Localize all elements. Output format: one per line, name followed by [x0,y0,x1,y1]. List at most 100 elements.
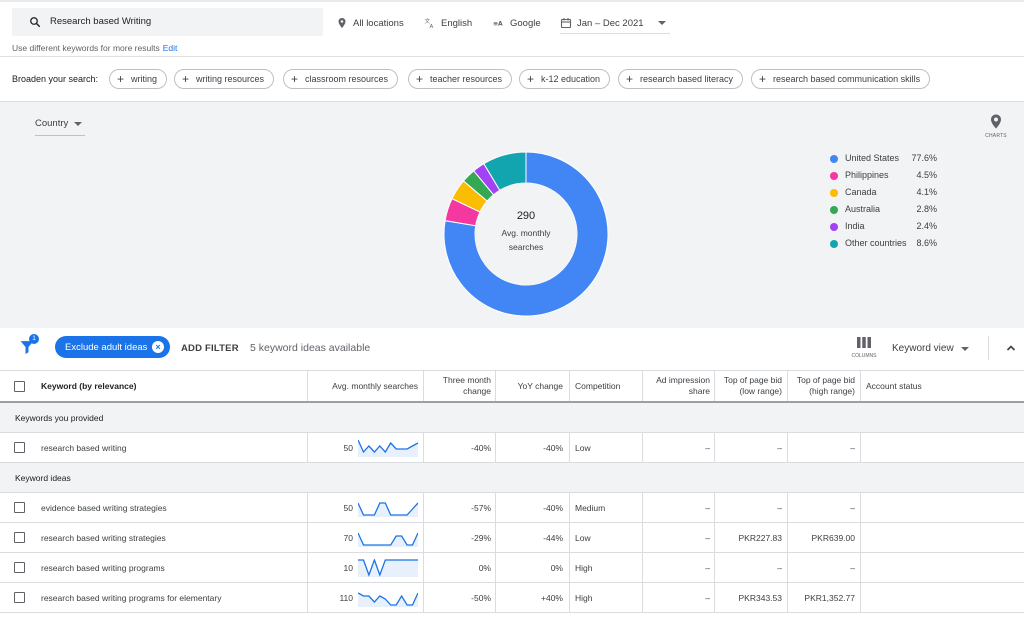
col-line: Ad impression [656,375,710,385]
table-header: Keyword (by relevance) Avg. monthly sear… [0,370,1024,403]
bid-low-cell: – [777,442,782,453]
col-account-status[interactable]: Account status [866,380,922,391]
broaden-chip[interactable]: + k-12 education [519,69,611,89]
avg-searches-cell: 50 [343,502,353,513]
legend-item[interactable]: Other countries 8.6% [830,238,950,255]
filter-icon[interactable] [20,339,34,355]
search-input[interactable]: Research based Writing [12,8,323,36]
broaden-chip[interactable]: + research based communication skills [751,69,931,89]
legend-dot [830,189,838,197]
divider [307,523,308,552]
divider [714,371,715,401]
legend-label: Canada [845,187,877,197]
filter-count-badge: 1 [29,334,39,344]
date-range-selector[interactable]: Jan – Dec 2021 [560,12,670,34]
divider [787,523,788,552]
legend-item[interactable]: Australia 2.8% [830,204,950,221]
divider [787,553,788,582]
broaden-chip[interactable]: + writing resources [174,69,275,89]
close-icon[interactable]: × [152,341,164,353]
country-donut-chart [443,151,609,317]
avg-searches-cell: 50 [343,442,353,453]
chart-breakdown-selector[interactable]: Country [35,118,85,136]
donut-hole [475,183,577,285]
charts-button[interactable]: CHARTS [982,114,1010,144]
col-line: Top of page bid [796,375,855,385]
divider [642,371,643,401]
trend-sparkline [358,502,418,517]
col-line: (high range) [809,386,855,396]
chevron-up-icon[interactable] [1006,343,1016,353]
legend-item[interactable]: Philippines 4.5% [830,170,950,187]
ad-share-cell: – [705,532,710,543]
table-row[interactable]: research based writing strategies 70 -29% -… [0,523,1024,553]
table-row[interactable]: research based writing 50 -40% -40% Low – – – [0,433,1024,463]
location-selector[interactable]: All locations [336,16,404,30]
yoy-cell: -40% [543,442,563,453]
exclude-adult-ideas-chip[interactable]: Exclude adult ideas × [55,336,170,358]
col-ad-impression-share[interactable]: Ad impression share [645,371,710,401]
table-row[interactable]: evidence based writing strategies 50 -57% -… [0,493,1024,523]
donut-center-value: 290 [516,210,536,222]
row-checkbox[interactable] [14,502,25,513]
divider [787,493,788,522]
chip-label: research based literacy [640,74,734,84]
row-checkbox[interactable] [14,562,25,573]
col-keyword[interactable]: Keyword (by relevance) [41,380,137,391]
legend-label: India [845,221,865,231]
plus-icon: + [416,72,424,86]
row-checkbox[interactable] [14,592,25,603]
keyword-cell: research based writing programs for elem… [41,592,222,603]
divider [495,433,496,462]
col-avg-monthly-searches[interactable]: Avg. monthly searches [332,380,418,391]
row-checkbox[interactable] [14,532,25,543]
col-bid-low[interactable]: Top of page bid (low range) [717,371,782,401]
three-month-cell: -40% [471,442,491,453]
broaden-chip[interactable]: + writing [109,69,168,89]
avg-searches-cell: 110 [339,592,353,603]
sparkline-line [358,559,418,577]
yoy-cell: -40% [543,502,563,513]
donut-center-label: Avg. monthly searches [501,228,551,252]
divider [423,523,424,552]
divider [787,583,788,612]
competition-cell: High [575,562,593,573]
broaden-chip[interactable]: + research based literacy [618,69,744,89]
divider [569,553,570,582]
divider [495,583,496,612]
legend-value: 2.8% [916,204,937,214]
svg-text:A: A [430,24,434,29]
divider [423,583,424,612]
divider [642,583,643,612]
table-row[interactable]: research based writing programs for elem… [0,583,1024,613]
col-competition[interactable]: Competition [575,380,621,391]
divider [569,371,570,401]
competition-cell: High [575,592,593,603]
ad-share-cell: – [705,502,710,513]
add-filter-button[interactable]: ADD FILTER [181,343,239,354]
table-row[interactable]: research based writing programs 10 0% 0% Hig… [0,553,1024,583]
row-checkbox[interactable] [14,442,25,453]
columns-icon [857,337,871,348]
broaden-chip[interactable]: + classroom resources [283,69,399,89]
legend-item[interactable]: India 2.4% [830,221,950,238]
legend-dot [830,223,838,231]
divider [307,371,308,401]
competition-cell: Low [575,442,591,453]
divider [787,371,788,401]
col-three-month-change[interactable]: Three month change [426,371,491,401]
three-month-cell: -29% [471,532,491,543]
broaden-chip[interactable]: + teacher resources [408,69,513,89]
edit-link[interactable]: Edit [162,43,178,53]
divider [642,523,643,552]
keyword-view-selector[interactable]: Keyword view [892,343,969,354]
legend-item[interactable]: Canada 4.1% [830,187,950,204]
col-yoy-change[interactable]: YoY change [517,380,563,391]
filter-bar: 1 Exclude adult ideas × ADD FILTER 5 key… [0,328,1024,370]
network-selector[interactable]: ≡A Google [493,16,541,30]
columns-button[interactable]: COLUMNS [848,337,880,359]
select-all-checkbox[interactable] [14,380,25,392]
col-bid-high[interactable]: Top of page bid (high range) [790,371,855,401]
legend-item[interactable]: United States 77.6% [830,153,950,170]
